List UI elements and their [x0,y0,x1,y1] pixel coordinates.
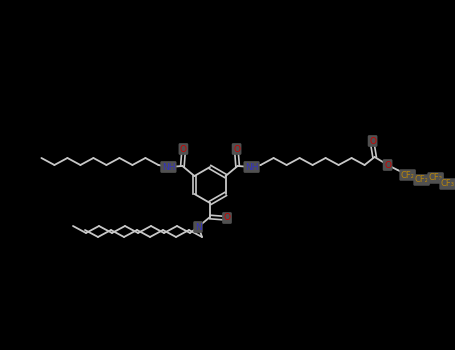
Text: O: O [369,136,376,146]
Text: O: O [180,145,187,154]
Text: NH: NH [162,162,175,172]
Text: O: O [384,161,391,169]
Text: N: N [195,223,202,231]
Text: CF₂: CF₂ [429,174,443,182]
Text: NH: NH [245,162,258,172]
Text: O: O [233,145,240,154]
Text: O: O [223,214,231,223]
Text: CF₂: CF₂ [400,170,415,180]
Text: CF₃: CF₃ [440,180,455,189]
Text: CF₂: CF₂ [415,175,429,184]
